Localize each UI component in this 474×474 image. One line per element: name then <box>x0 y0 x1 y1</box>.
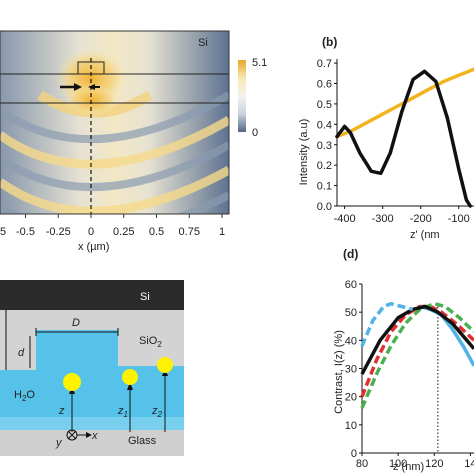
b-x-tick-label: -100 <box>448 213 470 225</box>
a-x-tick-label: 1 <box>219 226 225 238</box>
oxide-layer <box>0 310 184 330</box>
b-x-tick-label: -400 <box>334 213 356 225</box>
x-arrow-head <box>86 432 92 438</box>
x-tick-partial: 5 <box>0 226 6 238</box>
d-y-tick-label: 20 <box>345 392 357 404</box>
oxide-step-right <box>118 330 184 366</box>
b-x-tick-label: -300 <box>372 213 394 225</box>
z2-label: z2 <box>151 405 163 419</box>
panel-c: Si SiO2 H2O Glass D d z z1 z2 x y <box>0 280 184 456</box>
colorbar-min-label: 0 <box>252 127 258 139</box>
panel-d: (d) Contrast, I(z) (%) 0 10 20 30 40 50 60 80 10… <box>333 247 474 473</box>
d-y-tick-label: 30 <box>345 364 357 376</box>
d-series-red-dashed <box>360 304 474 398</box>
particle-3 <box>157 357 173 373</box>
y-axis-cross-2 <box>67 430 77 440</box>
b-y-tick-label: 0.4 <box>317 119 332 131</box>
panel-a: Si 5.1 0 5 -0.5 -0.25 0 0.25 0.5 0.75 1 x (µm) <box>0 30 267 253</box>
b-y-tick-label: 0.7 <box>317 58 332 70</box>
a-x-tick-label: -0.5 <box>16 226 35 238</box>
z-label: z <box>58 405 65 417</box>
water-label: H2O <box>14 389 35 403</box>
d-series-blue-dashed <box>360 301 414 347</box>
fringe-bright-2 <box>0 166 229 214</box>
particle-2 <box>122 369 138 385</box>
d-y-tick-label: 0 <box>351 448 357 460</box>
d-y-tick-label: 60 <box>345 279 357 291</box>
panel-a-x-label: x (µm) <box>78 241 109 253</box>
fringe-bright-1 <box>0 116 229 169</box>
D-label: D <box>72 317 80 329</box>
panel-a-frame <box>0 30 230 215</box>
x-axis-label: x <box>91 430 98 442</box>
panel-c-si-label: Si <box>140 291 150 303</box>
d-x-tick-label: 80 <box>356 458 368 470</box>
panel-d-letter: (d) <box>343 247 358 261</box>
d-x-tick-label: 120 <box>425 458 443 470</box>
d-x-tick-label: 100 <box>389 458 407 470</box>
panel-b-y-label: Intensity (a.u) <box>298 119 310 186</box>
b-y-tick-label: 0.5 <box>317 99 332 111</box>
a-x-tick-label: 0.25 <box>113 226 134 238</box>
panel-d-axes: 0 10 20 30 40 50 60 80 100 120 14 <box>345 279 474 470</box>
b-x-tick-label: -200 <box>410 213 432 225</box>
a-x-tick-label: -0.25 <box>46 226 71 238</box>
y-axis-label: y <box>55 437 63 449</box>
arrow-right-head <box>88 84 95 90</box>
b-y-tick-label: 0.3 <box>317 140 332 152</box>
glass-label: Glass <box>128 435 157 447</box>
d-y-tick-label: 40 <box>345 335 357 347</box>
d-series-green-dashed <box>360 301 474 409</box>
colorbar-max-label: 5.1 <box>252 57 267 69</box>
oxide-label: SiO2 <box>139 335 162 349</box>
panel-b-letter: (b) <box>322 35 337 49</box>
particle-1 <box>63 373 81 391</box>
colorbar <box>238 60 246 132</box>
z1-label: z1 <box>117 405 128 419</box>
fringe-dark-2 <box>0 141 229 192</box>
water-bottom-band <box>0 417 184 430</box>
a-x-tick-label: 0.5 <box>149 226 164 238</box>
field-map: Si <box>0 31 229 214</box>
b-y-tick-label: 0.0 <box>317 201 332 213</box>
hotspot-lower <box>64 84 120 116</box>
si-layer <box>0 280 184 310</box>
b-series-black <box>335 69 472 208</box>
z1-arrow-head <box>127 382 133 390</box>
panel-d-y-label: Contrast, I(z) (%) <box>333 330 345 414</box>
panel-d-plot <box>360 301 474 453</box>
d-y-tick-label: 10 <box>345 420 357 432</box>
d-label: d <box>18 347 25 359</box>
arrow-left-head <box>74 83 82 91</box>
panel-d-x-label: z (nm) <box>393 461 424 473</box>
panel-a-x-ticks: 5 -0.5 -0.25 0 0.25 0.5 0.75 1 <box>0 214 225 238</box>
b-y-tick-label: 0.6 <box>317 79 332 91</box>
panel-b-plot <box>335 67 474 208</box>
pillar <box>36 330 118 370</box>
glass-layer <box>0 430 184 456</box>
d-x-tick-label: 14 <box>464 458 474 470</box>
fringe-dark-3 <box>0 191 229 214</box>
panel-b-axes: 0.0 0.1 0.2 0.3 0.4 0.5 0.6 0.7 -400 -300 -200 -100 <box>317 58 474 225</box>
d-y-tick-label: 50 <box>345 307 357 319</box>
panel-b: (b) Intensity (a.u) 0.00.10.20.30.40.50.… <box>298 35 474 241</box>
a-x-tick-label: 0 <box>88 226 94 238</box>
panel-b-x-label: z' (nm <box>410 229 440 241</box>
fringe-dark-1 <box>0 91 229 144</box>
b-y-tick-label: 0.1 <box>317 181 332 193</box>
a-x-tick-label: 0.75 <box>179 226 200 238</box>
panel-a-si-label: Si <box>198 37 208 49</box>
b-y-tick-label: 0.2 <box>317 160 332 172</box>
d-series-black-solid <box>360 304 474 375</box>
